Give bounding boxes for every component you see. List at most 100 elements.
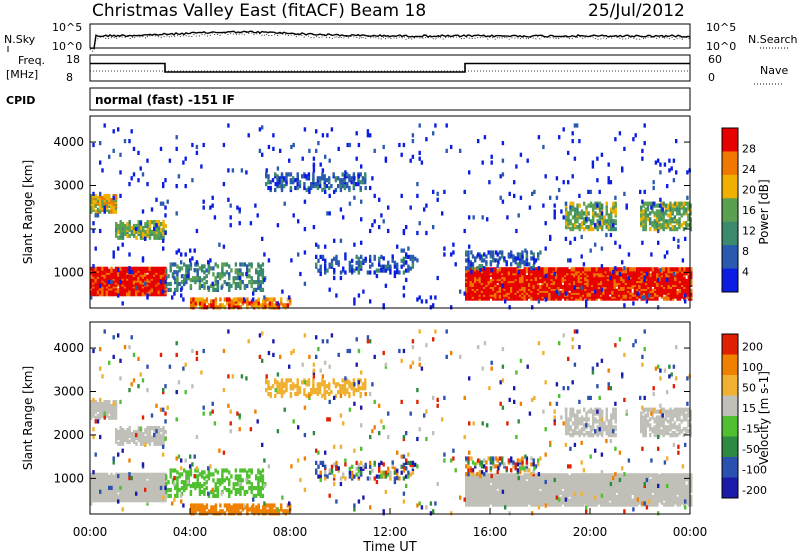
- power-cell: [112, 148, 115, 153]
- power-cell: [310, 185, 313, 191]
- power-cell: [339, 178, 342, 183]
- power-cell: [542, 203, 545, 208]
- power-cell: [481, 215, 484, 220]
- velocity-cell: [151, 426, 154, 431]
- power-cell: [480, 286, 484, 291]
- power-cell: [425, 203, 428, 208]
- power-cell: [434, 295, 437, 300]
- power-cell: [487, 267, 490, 272]
- velocity-cell: [252, 493, 256, 498]
- power-cell: [685, 207, 688, 212]
- power-cell: [344, 270, 347, 275]
- velocity-cell: [108, 400, 111, 405]
- power-cell: [227, 197, 230, 202]
- velocity-cell: [337, 382, 340, 387]
- power-cell: [537, 276, 540, 282]
- power-cell: [194, 280, 197, 285]
- velocity-cell: [271, 384, 275, 389]
- power-cell: [357, 178, 360, 183]
- power-cell: [96, 213, 100, 218]
- power-cell: [371, 223, 374, 228]
- velocity-cell: [115, 428, 118, 433]
- power-cell: [671, 207, 674, 212]
- power-cell: [144, 236, 147, 241]
- power-cell: [219, 303, 222, 308]
- power-cell: [544, 221, 547, 226]
- power-cell: [265, 182, 268, 187]
- power-cell: [467, 266, 470, 271]
- power-cell: [214, 276, 217, 281]
- power-cell: [114, 266, 118, 271]
- power-cell: [607, 213, 611, 218]
- power-cell: [133, 223, 136, 229]
- power-cell: [201, 278, 204, 283]
- velocity-cell: [255, 474, 258, 479]
- power-cell: [237, 274, 240, 279]
- power-cell: [575, 276, 578, 282]
- power-cell: [636, 276, 639, 282]
- power-cell: [220, 285, 223, 290]
- power-cell: [364, 185, 367, 191]
- power-cell: [614, 137, 617, 142]
- velocity-cell: [185, 470, 188, 475]
- power-cell: [686, 195, 689, 200]
- power-cell: [649, 227, 652, 232]
- velocity-cell: [201, 470, 204, 475]
- power-cell: [284, 303, 287, 308]
- power-cell: [614, 266, 617, 271]
- velocity-cell: [283, 390, 286, 395]
- velocity-cell: [128, 439, 131, 444]
- velocity-cell: [112, 474, 115, 479]
- power-cell: [589, 248, 592, 253]
- velocity-cell: [176, 489, 179, 495]
- power-cell: [490, 268, 493, 273]
- velocity-cell: [198, 487, 202, 493]
- power-cell: [292, 180, 295, 185]
- velocity-cell: [212, 489, 215, 495]
- power-cell: [503, 256, 506, 261]
- power-cell: [396, 244, 399, 249]
- power-cell: [425, 299, 428, 304]
- power-cell: [497, 260, 500, 265]
- power-cell: [101, 195, 104, 201]
- power-cell: [228, 297, 231, 302]
- power-cell: [612, 270, 615, 275]
- power-cell: [207, 262, 211, 267]
- power-cell: [150, 292, 154, 297]
- velocity-cell: [203, 482, 206, 487]
- power-cell: [594, 211, 597, 216]
- power-cell: [662, 225, 665, 230]
- power-cell: [155, 266, 158, 271]
- power-cell: [201, 264, 204, 269]
- power-cell: [333, 238, 336, 243]
- velocity-cell: [117, 429, 120, 435]
- power-cell: [248, 274, 251, 279]
- power-cell: [659, 197, 662, 202]
- power-cell: [548, 275, 551, 280]
- velocity-cell: [257, 503, 260, 508]
- power-cell: [248, 262, 251, 267]
- power-cell: [671, 203, 674, 208]
- velocity-cell: [114, 400, 118, 405]
- power-cell: [402, 293, 406, 298]
- power-cell: [496, 292, 499, 297]
- power-cell: [326, 268, 329, 273]
- velocity-cell: [214, 493, 217, 498]
- power-cell: [267, 144, 271, 150]
- power-cell: [516, 262, 520, 267]
- velocity-cell: [324, 476, 327, 481]
- power-cell: [162, 266, 165, 271]
- power-cell: [237, 297, 240, 302]
- power-cell: [364, 172, 367, 177]
- velocity-cell: [169, 487, 172, 493]
- power-cell: [629, 267, 632, 272]
- velocity-cell: [282, 509, 285, 514]
- power-cell: [643, 123, 646, 128]
- power-cell: [597, 267, 601, 272]
- velocity-cell: [135, 472, 138, 477]
- power-cell: [676, 267, 679, 272]
- power-cell: [257, 270, 260, 275]
- velocity-cell: [230, 505, 233, 510]
